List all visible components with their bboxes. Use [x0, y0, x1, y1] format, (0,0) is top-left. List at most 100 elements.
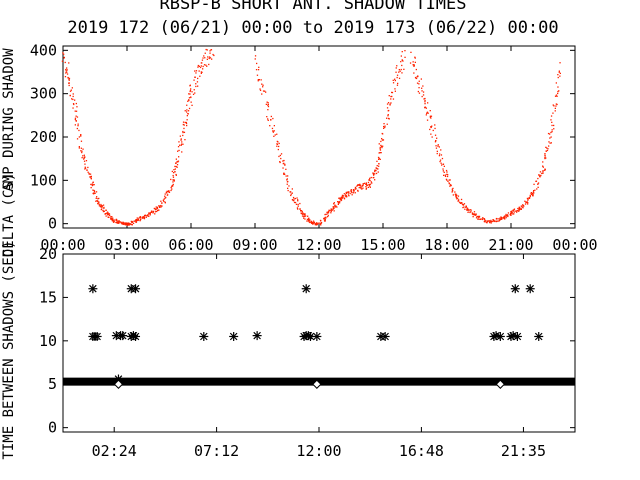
data-point	[176, 166, 178, 168]
data-point	[345, 194, 347, 196]
data-point	[178, 149, 180, 152]
data-point	[474, 213, 476, 216]
data-point	[526, 201, 528, 203]
data-point	[118, 220, 120, 222]
y-tick-label: 200	[30, 128, 57, 146]
data-point	[392, 98, 395, 100]
data-point	[493, 220, 495, 222]
data-point	[155, 206, 157, 208]
data-point	[185, 121, 187, 124]
data-point	[201, 71, 203, 73]
data-point	[172, 179, 174, 181]
data-point	[424, 106, 426, 108]
data-point	[424, 101, 426, 103]
data-point	[484, 219, 486, 222]
data-point	[267, 119, 269, 121]
data-point	[546, 147, 548, 149]
data-point	[342, 196, 344, 198]
data-point	[89, 176, 91, 178]
data-point	[426, 111, 429, 113]
data-point	[558, 90, 560, 92]
data-point	[324, 220, 326, 222]
data-point	[312, 220, 315, 222]
data-point	[328, 209, 330, 211]
data-point	[436, 150, 438, 152]
data-point	[463, 203, 466, 205]
data-point	[198, 70, 200, 72]
data-point	[365, 187, 368, 189]
data-point	[542, 170, 544, 172]
data-point	[418, 87, 420, 89]
data-point	[448, 183, 451, 185]
data-point	[105, 212, 108, 214]
data-point	[267, 105, 270, 108]
star-point	[131, 331, 141, 341]
data-point	[544, 157, 546, 159]
data-point	[457, 197, 459, 199]
data-point	[297, 199, 299, 201]
data-point	[187, 100, 189, 102]
data-point	[158, 206, 161, 208]
data-point	[101, 207, 103, 209]
data-point	[101, 206, 103, 208]
data-point	[552, 112, 554, 114]
data-point	[537, 183, 539, 185]
data-point	[470, 211, 472, 213]
data-point	[192, 93, 195, 95]
data-point	[177, 160, 180, 162]
data-point	[536, 188, 538, 190]
data-point	[440, 154, 443, 156]
data-point	[267, 118, 269, 120]
data-point	[160, 204, 162, 207]
data-point	[148, 213, 150, 215]
data-point	[448, 179, 450, 181]
data-point	[332, 206, 334, 208]
data-point	[540, 174, 542, 177]
data-point	[404, 50, 406, 52]
data-point	[163, 198, 165, 200]
data-point	[197, 85, 199, 87]
data-point	[74, 117, 77, 119]
data-point	[129, 223, 132, 225]
data-point	[160, 206, 162, 208]
data-point	[286, 183, 288, 185]
x-tick-label: 00:00	[552, 236, 597, 254]
data-point	[78, 136, 80, 138]
y-tick-label: 400	[30, 41, 57, 59]
data-point	[415, 68, 417, 71]
data-point	[533, 183, 535, 185]
data-point	[286, 179, 288, 181]
data-point	[434, 124, 436, 126]
data-point	[262, 84, 264, 86]
data-point	[336, 206, 338, 208]
data-point	[374, 169, 376, 171]
data-point	[99, 206, 102, 208]
y-tick-label: 10	[39, 332, 57, 350]
data-point	[451, 191, 453, 193]
data-point	[542, 166, 544, 168]
data-point	[454, 191, 456, 193]
data-point	[117, 220, 119, 222]
data-point	[270, 119, 272, 121]
data-point	[90, 175, 92, 178]
data-point	[527, 202, 529, 204]
data-point	[357, 184, 359, 186]
data-point	[171, 185, 173, 187]
data-point	[90, 177, 92, 179]
data-point	[555, 82, 557, 84]
data-point	[303, 213, 305, 215]
data-point	[359, 184, 362, 186]
data-point	[272, 130, 274, 132]
data-point	[198, 65, 200, 67]
data-point	[135, 219, 137, 221]
data-point	[71, 98, 73, 100]
data-point	[87, 166, 89, 169]
data-point	[451, 188, 453, 190]
data-point	[345, 195, 347, 197]
data-point	[495, 220, 498, 222]
data-point	[175, 174, 177, 176]
data-point	[80, 134, 82, 136]
data-point	[283, 159, 285, 162]
data-point	[290, 191, 292, 193]
data-point	[470, 209, 472, 211]
